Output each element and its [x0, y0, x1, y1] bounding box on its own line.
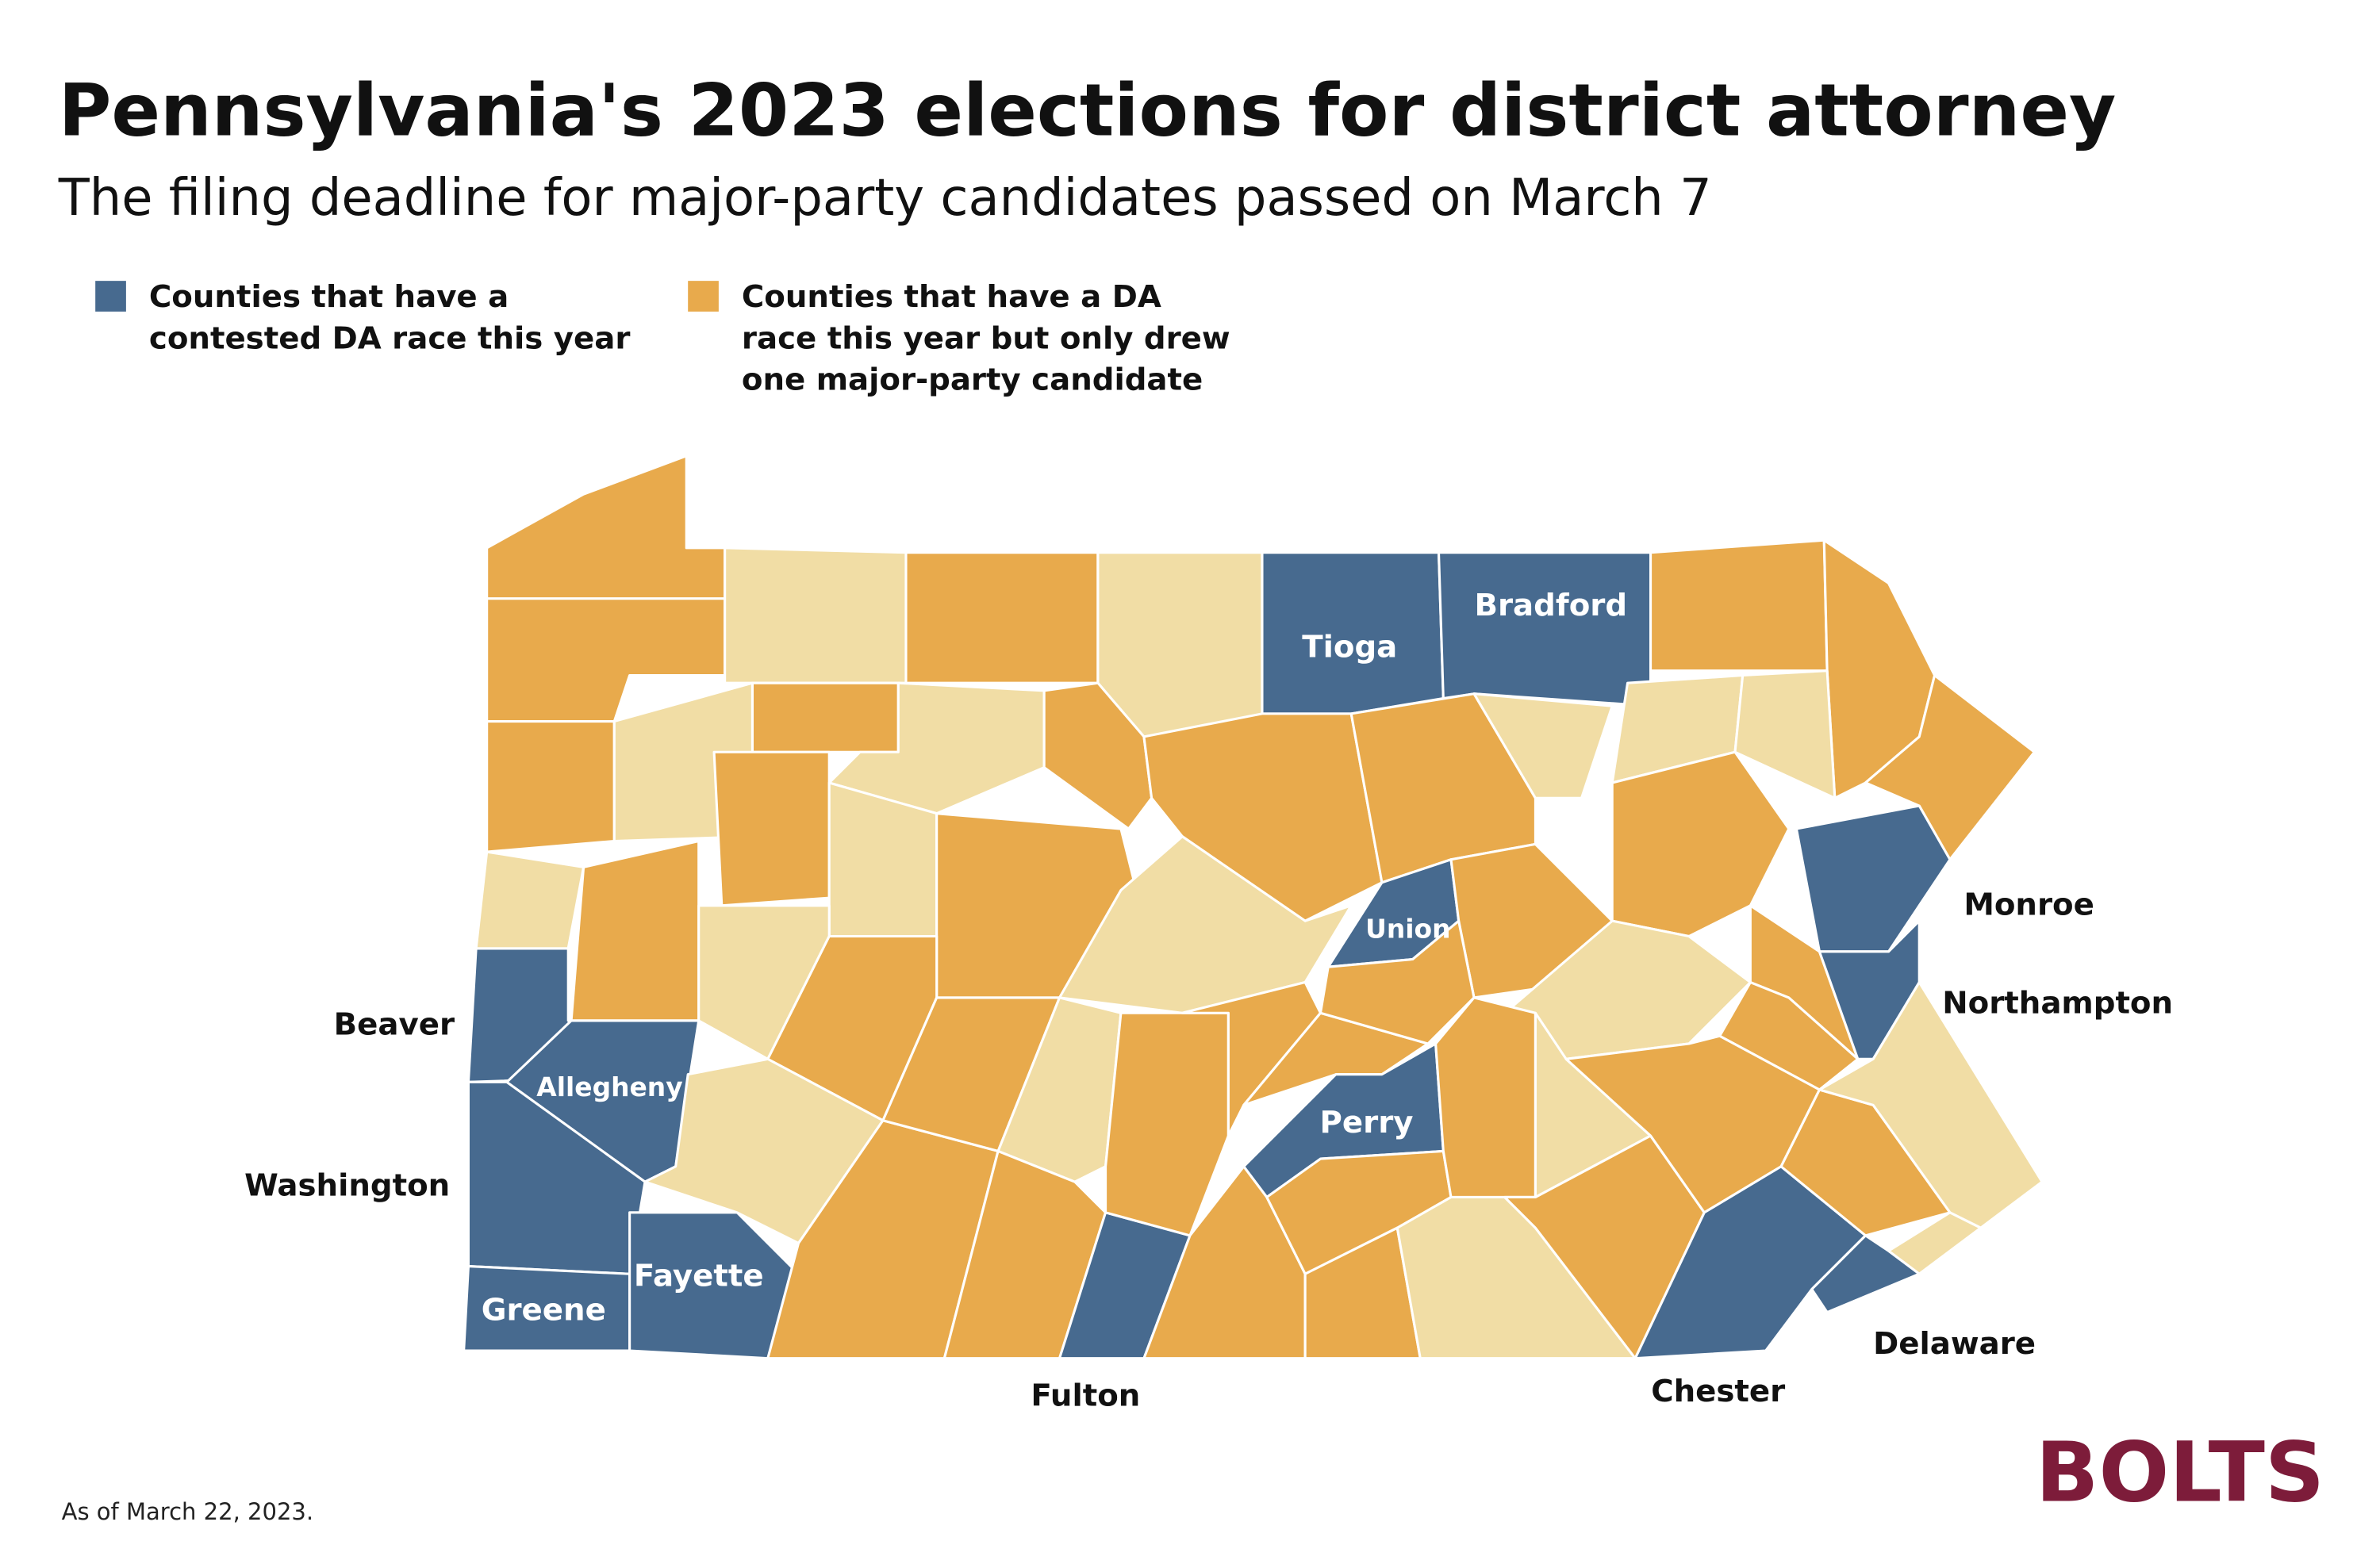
legend-label: one major-party candidate	[742, 362, 1203, 398]
county-shape	[904, 551, 1100, 684]
legend-swatch	[95, 281, 126, 312]
county-label: Union	[1365, 913, 1450, 944]
legend: Counties that have a contested DA race th…	[95, 279, 1230, 398]
county-shape	[1718, 980, 1860, 1091]
county-label: Delaware	[1873, 1326, 2036, 1362]
county-shape	[750, 681, 900, 753]
county-label: Washington	[244, 1168, 450, 1204]
county-label: Fulton	[1031, 1378, 1140, 1414]
county-label: Monroe	[1964, 887, 2094, 922]
legend-swatch	[688, 281, 719, 312]
county-label: Chester	[1651, 1374, 1785, 1409]
county-shape	[486, 720, 616, 853]
footnote: As of March 22, 2023.	[62, 1498, 314, 1525]
subtitle: The filing deadline for major-party cand…	[58, 169, 1712, 228]
title: Pennsylvania's 2023 elections for distri…	[59, 69, 2117, 152]
county-label: Perry	[1320, 1105, 1414, 1140]
county-label: Northampton	[1942, 985, 2173, 1021]
county-label: Beaver	[334, 1006, 455, 1042]
county-map	[463, 454, 2044, 1360]
county-shape	[1472, 692, 1614, 799]
county-label: Allegheny	[536, 1071, 682, 1102]
legend-label: race this year but only drew	[742, 320, 1230, 356]
county-shape	[1818, 980, 2044, 1229]
county-label: Fayette	[634, 1259, 764, 1294]
county-shape	[1142, 712, 1384, 922]
legend-label: Counties that have a DA	[742, 279, 1161, 315]
county-label: Tioga	[1302, 629, 1397, 665]
county-shape	[1242, 1011, 1430, 1106]
county-shape	[1733, 669, 1837, 799]
county-shape	[643, 1057, 885, 1245]
county-shape	[570, 839, 701, 1022]
county-shape	[1096, 551, 1264, 738]
logo: BOLTS	[2036, 1424, 2324, 1521]
county-label: Greene	[482, 1292, 606, 1328]
county-shape	[474, 850, 585, 950]
county-shape	[724, 546, 908, 684]
county-shape	[1649, 539, 1829, 673]
county-shape	[1434, 996, 1537, 1199]
county-label: Bradford	[1474, 588, 1627, 623]
legend-label: contested DA race this year	[149, 320, 631, 356]
county-shape	[1437, 551, 1653, 707]
legend-label: Counties that have a	[149, 279, 509, 315]
county-shape	[1058, 835, 1353, 1014]
county-shape	[1810, 1234, 1921, 1314]
county-shape	[712, 750, 831, 907]
county-shape	[942, 1149, 1107, 1360]
